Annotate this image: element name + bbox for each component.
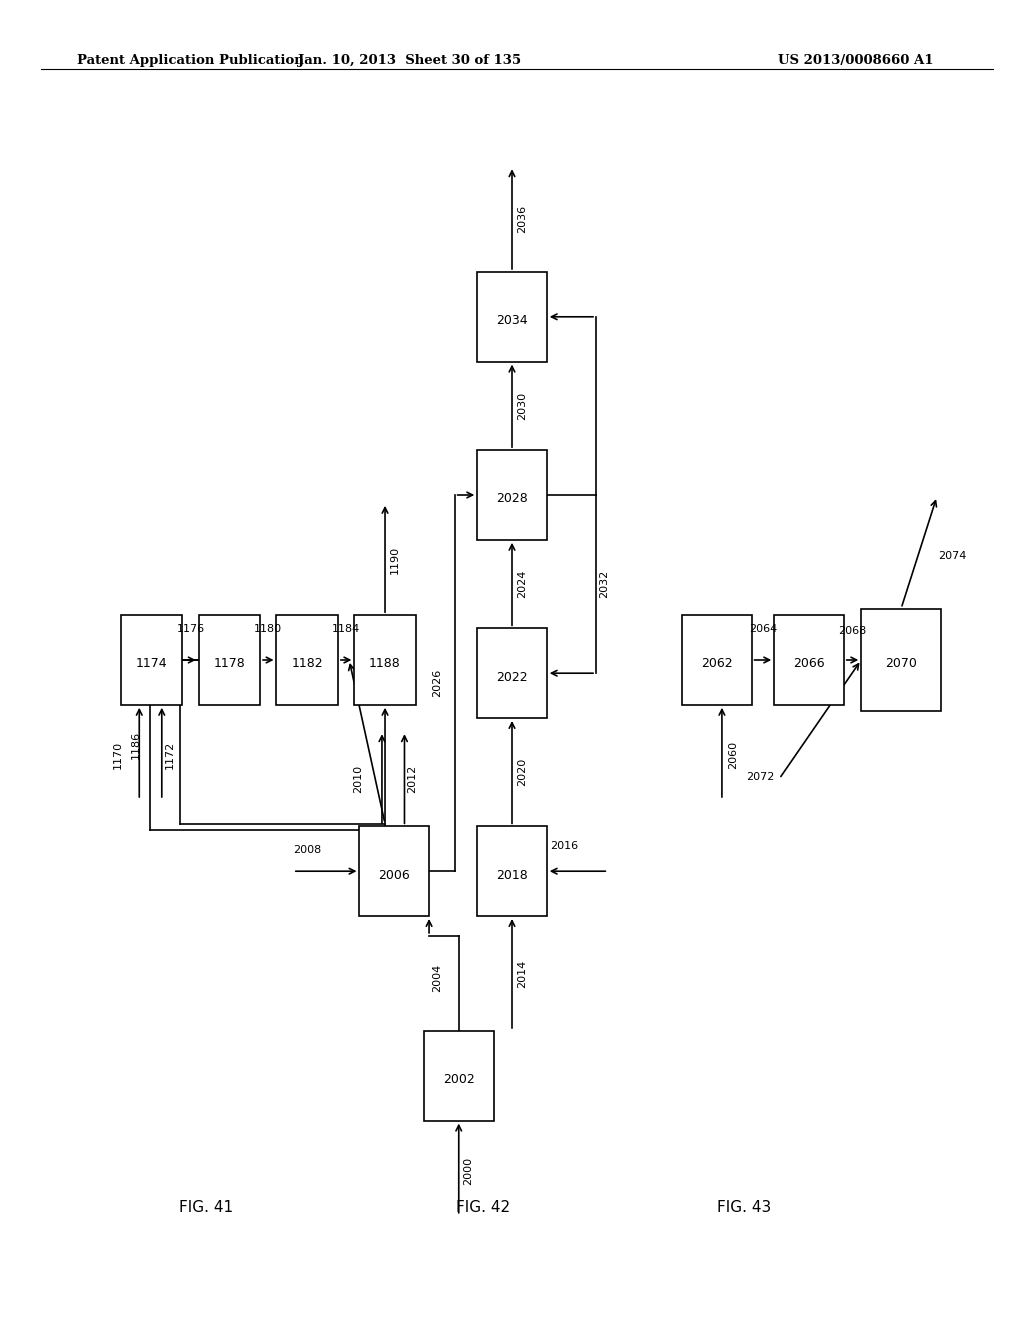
Bar (477, 272, 547, 362)
Text: 2060: 2060 (728, 741, 738, 770)
Text: 2070: 2070 (885, 657, 918, 671)
Text: 2004: 2004 (432, 964, 442, 993)
Bar (424, 1031, 494, 1121)
Text: 2066: 2066 (794, 657, 824, 671)
Text: 2012: 2012 (408, 764, 418, 793)
Text: 2002: 2002 (442, 1073, 475, 1086)
Bar (477, 628, 547, 718)
Text: 2014: 2014 (517, 960, 527, 987)
Text: 1180: 1180 (254, 623, 283, 634)
Text: 2026: 2026 (432, 669, 442, 697)
Text: 2008: 2008 (293, 845, 322, 855)
Text: 2062: 2062 (701, 657, 732, 671)
Bar (477, 826, 547, 916)
Text: 2000: 2000 (463, 1156, 473, 1185)
Text: 2072: 2072 (745, 772, 774, 783)
Bar (359, 826, 429, 916)
Text: FIG. 43: FIG. 43 (717, 1200, 771, 1216)
Bar (276, 615, 338, 705)
Text: 1182: 1182 (292, 657, 323, 671)
Bar (354, 615, 416, 705)
Text: 2036: 2036 (517, 205, 527, 234)
Text: 2010: 2010 (353, 764, 364, 793)
Text: 2006: 2006 (378, 869, 411, 882)
Text: 2032: 2032 (599, 570, 609, 598)
Text: 2030: 2030 (517, 392, 527, 420)
Text: 2016: 2016 (550, 841, 578, 851)
Text: 1190: 1190 (390, 545, 400, 574)
Text: 2018: 2018 (496, 869, 528, 882)
Text: US 2013/0008660 A1: US 2013/0008660 A1 (778, 54, 934, 67)
Text: Jan. 10, 2013  Sheet 30 of 135: Jan. 10, 2013 Sheet 30 of 135 (298, 54, 521, 67)
Text: 2064: 2064 (749, 623, 777, 634)
Text: FIG. 42: FIG. 42 (456, 1200, 510, 1216)
Text: 1178: 1178 (213, 657, 246, 671)
Text: 2020: 2020 (517, 758, 527, 787)
Text: Patent Application Publication: Patent Application Publication (77, 54, 303, 67)
Bar (861, 609, 941, 711)
Text: 1184: 1184 (332, 623, 360, 634)
Bar (682, 615, 752, 705)
Text: 1174: 1174 (136, 657, 167, 671)
Text: 1172: 1172 (165, 741, 175, 770)
Text: FIG. 41: FIG. 41 (179, 1200, 233, 1216)
Text: 2024: 2024 (517, 570, 527, 598)
Text: 2074: 2074 (938, 550, 967, 561)
Bar (477, 450, 547, 540)
Text: 1176: 1176 (176, 623, 205, 634)
Text: 1188: 1188 (369, 657, 401, 671)
Text: 2022: 2022 (497, 671, 527, 684)
Bar (774, 615, 844, 705)
Bar (121, 615, 182, 705)
Text: 2068: 2068 (839, 626, 866, 636)
Text: 1170: 1170 (113, 741, 123, 770)
Text: 1186: 1186 (131, 731, 141, 759)
Text: 2034: 2034 (497, 314, 527, 327)
Text: 2028: 2028 (496, 492, 528, 506)
Bar (199, 615, 260, 705)
